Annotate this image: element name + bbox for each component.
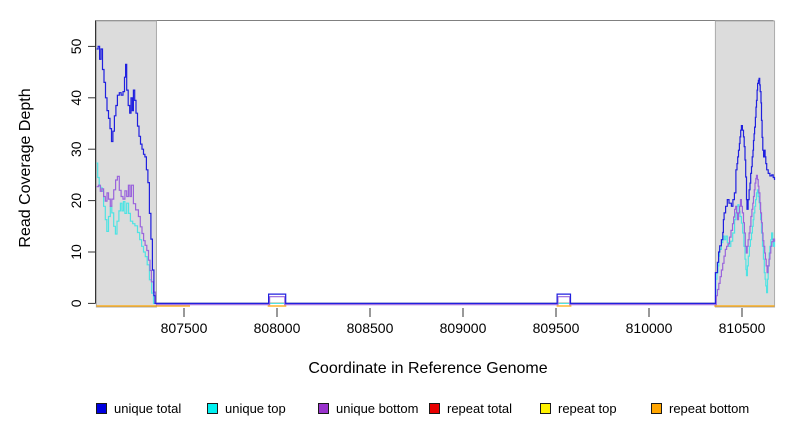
legend-label: unique total — [114, 401, 182, 416]
x-tick-label: 810500 — [719, 320, 766, 336]
legend-item-repeat-bottom: repeat bottom — [651, 401, 762, 416]
legend-item-unique-total: unique total — [96, 401, 207, 416]
x-tick-label: 809000 — [440, 320, 487, 336]
legend-label: repeat bottom — [669, 401, 750, 416]
legend-label: unique top — [225, 401, 286, 416]
y-tick-label: 30 — [68, 141, 84, 157]
unique-bottom-line — [96, 174, 776, 306]
legend: unique total unique top unique bottom re… — [96, 401, 762, 416]
y-tick-label: 0 — [68, 299, 84, 307]
legend-label: unique bottom — [336, 401, 419, 416]
unique-bottom-swatch-icon — [318, 403, 329, 414]
unique-top-swatch-icon — [207, 403, 218, 414]
legend-item-unique-top: unique top — [207, 401, 318, 416]
legend-item-repeat-top: repeat top — [540, 401, 651, 416]
x-tick-label: 809500 — [533, 320, 580, 336]
plot-area: 0 10 20 30 40 50 807500 808000 808500 809000 80950… — [68, 20, 776, 336]
x-axis-title: Coordinate in Reference Genome — [308, 360, 547, 377]
x-tick-label: 808000 — [254, 320, 301, 336]
legend-item-repeat-total: repeat total — [429, 401, 540, 416]
unique-total-swatch-icon — [96, 403, 107, 414]
y-axis-title: Read Coverage Depth — [17, 88, 34, 247]
repeat-total-swatch-icon — [429, 403, 440, 414]
legend-label: repeat top — [558, 401, 617, 416]
y-tick-label: 40 — [68, 90, 84, 106]
unique-top-line — [96, 162, 776, 304]
x-tick-label: 810000 — [626, 320, 673, 336]
legend-label: repeat total — [447, 401, 513, 416]
y-tick-label: 20 — [68, 193, 84, 209]
x-tick-label: 807500 — [161, 320, 208, 336]
y-tick-label: 10 — [68, 244, 84, 260]
y-tick-label: 50 — [68, 38, 84, 54]
unique-total-line — [96, 45, 776, 304]
x-tick-label: 808500 — [347, 320, 394, 336]
repeat-bottom-swatch-icon — [651, 403, 662, 414]
legend-item-unique-bottom: unique bottom — [318, 401, 429, 416]
repeat-top-swatch-icon — [540, 403, 551, 414]
